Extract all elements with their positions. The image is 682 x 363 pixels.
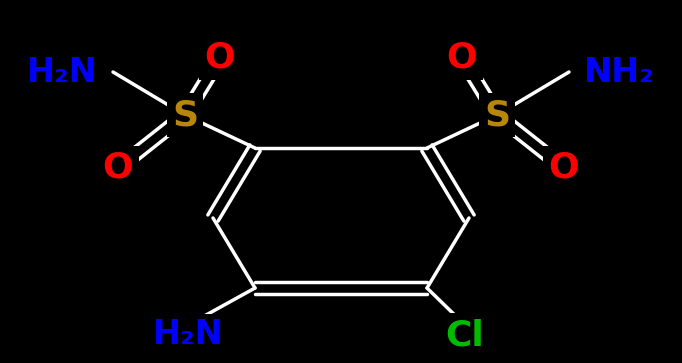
Text: S: S: [172, 98, 198, 132]
Text: H₂N: H₂N: [27, 56, 98, 89]
Text: O: O: [102, 151, 134, 185]
Text: O: O: [548, 151, 580, 185]
Text: O: O: [447, 41, 477, 75]
Text: NH₂: NH₂: [584, 56, 655, 89]
Text: S: S: [484, 98, 510, 132]
Text: H₂N: H₂N: [153, 318, 224, 351]
Text: Cl: Cl: [445, 318, 484, 352]
Text: O: O: [205, 41, 235, 75]
